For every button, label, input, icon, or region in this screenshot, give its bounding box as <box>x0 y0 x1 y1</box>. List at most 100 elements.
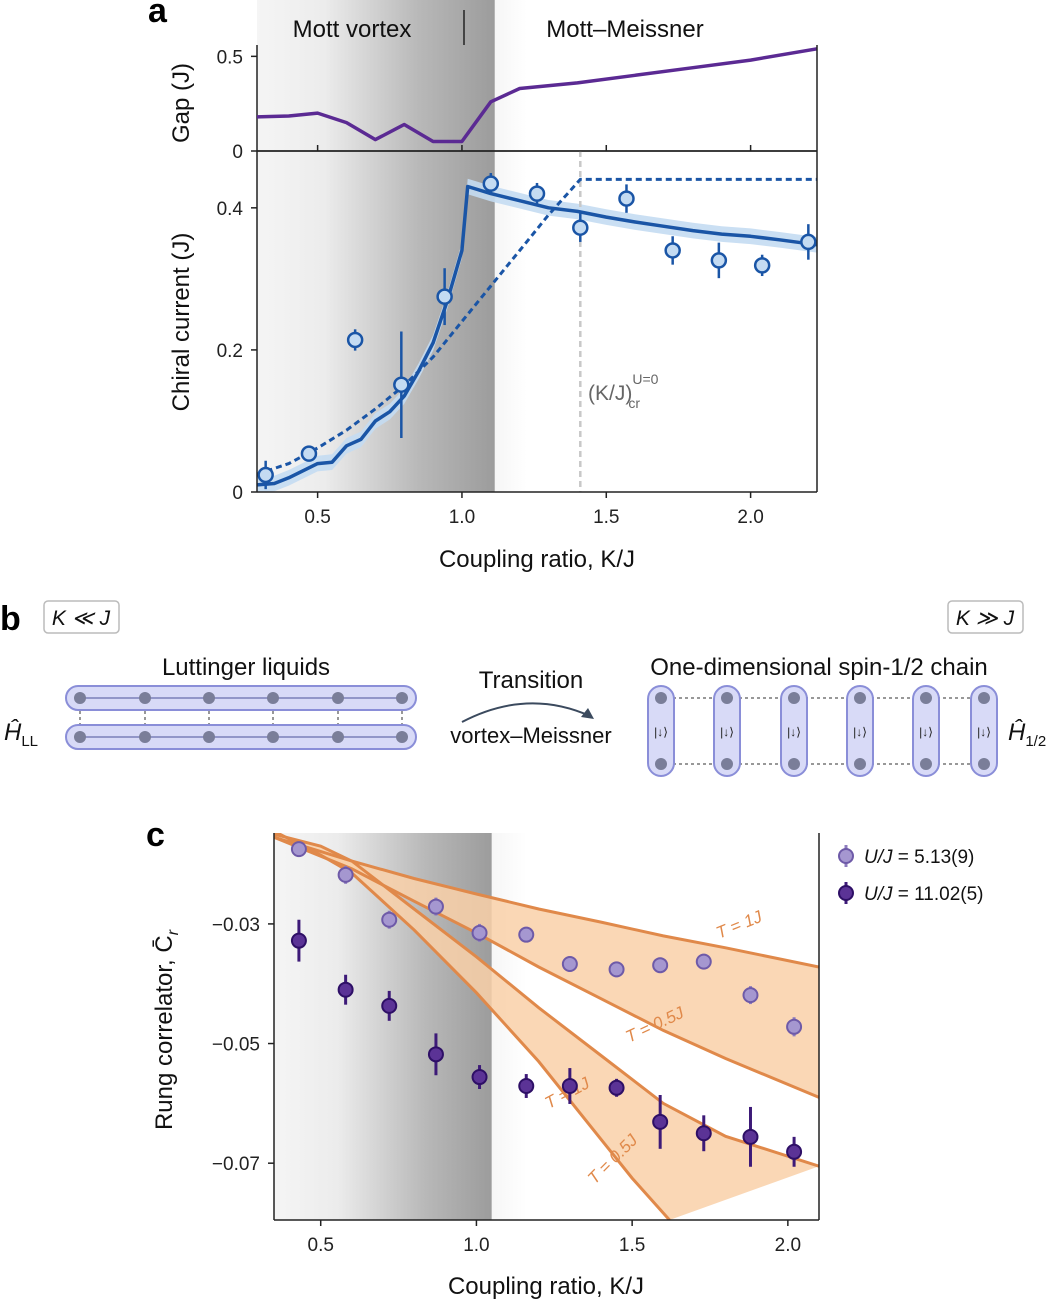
rung-point <box>561 955 578 972</box>
lattice-site <box>139 692 151 704</box>
c-ylabel: Rung correlator, C̄r <box>151 929 182 1130</box>
temperature-curve <box>274 835 819 1099</box>
chiral-point <box>482 175 500 192</box>
c-x-tick-label: 1.5 <box>619 1235 645 1256</box>
legend-label-1: U/J = 5.13(9) <box>864 847 974 868</box>
reference-line <box>256 177 817 476</box>
chiral-point <box>393 376 410 393</box>
c-xlabel: Coupling ratio, K/J <box>448 1273 644 1300</box>
temperature-curve <box>274 835 819 969</box>
rung-point <box>561 1078 578 1095</box>
chiral-point <box>436 288 453 305</box>
legend-marker-1 <box>838 848 854 864</box>
lattice-site <box>267 692 279 704</box>
rung-point <box>337 981 354 998</box>
lattice-site <box>788 692 800 704</box>
transition-arrow <box>461 702 591 723</box>
chiral-x-tick-label: 0.5 <box>304 507 330 528</box>
chiral-point <box>710 252 728 269</box>
k-large-box <box>947 600 1024 634</box>
gap-y-tick-label: 0.5 <box>217 47 243 68</box>
chiral-y-tick-label: 0.2 <box>217 341 243 362</box>
temperature-band-high-u <box>274 833 819 1220</box>
c-x-tick-label: 2.0 <box>775 1235 801 1256</box>
rung-point <box>290 932 307 949</box>
chiral-point <box>300 445 318 462</box>
lattice-site <box>721 758 733 770</box>
lattice-site <box>854 692 866 704</box>
c-y-tick-label: −0.07 <box>212 1154 260 1175</box>
gap-ylabel: Gap (J) <box>168 63 195 143</box>
rung-box <box>846 685 874 777</box>
lattice-site <box>332 731 344 743</box>
spin-state-label: |↓⟩ <box>720 725 734 739</box>
rung-point <box>742 1128 759 1145</box>
rung-box <box>780 685 808 777</box>
temperature-curve <box>274 833 671 1220</box>
gap-y-tick-label: 0 <box>232 142 243 163</box>
chiral-x-tick-label: 2.0 <box>737 507 763 528</box>
lattice-site <box>920 692 932 704</box>
chiral-ylabel: Chiral current (J) <box>168 233 195 412</box>
lattice-site <box>396 692 408 704</box>
chiral-point <box>664 242 681 259</box>
rung-box <box>713 685 741 777</box>
spin-state-label: |↓⟩ <box>977 725 991 739</box>
chiral-point <box>257 466 274 484</box>
theory-line <box>256 184 818 487</box>
c-y-tick-label: −0.05 <box>212 1035 260 1056</box>
lattice-site <box>203 731 215 743</box>
chiral-point <box>618 190 635 207</box>
lattice-site <box>978 758 990 770</box>
chiral-point <box>346 331 364 349</box>
a-xlabel: Coupling ratio, K/J <box>439 546 635 573</box>
spin-state-label: |↓⟩ <box>787 725 801 739</box>
rung-box <box>970 685 998 777</box>
hamiltonian-ll: ĤLL <box>4 719 38 750</box>
lattice-site <box>978 692 990 704</box>
rung-point <box>471 1069 488 1086</box>
lattice-site <box>854 758 866 770</box>
rung-point <box>337 866 354 883</box>
legend-label-2: U/J = 11.02(5) <box>864 884 984 905</box>
luttinger-title: Luttinger liquids <box>162 654 330 681</box>
rung-point <box>786 1143 803 1160</box>
chiral-point <box>800 233 817 251</box>
rung-point <box>742 987 759 1004</box>
rung-point <box>608 961 625 978</box>
panel-a: 0 0.5 0 0.2 0.4 0.5 1.0 1.5 2.0 Mott vortex Mot… <box>168 0 818 573</box>
theory-band <box>257 178 817 493</box>
chiral-point <box>528 185 546 202</box>
spin-chain-title: One-dimensional spin-1/2 chain <box>650 654 988 681</box>
rung-point <box>518 926 535 943</box>
lattice-site <box>203 692 215 704</box>
k-small-label: K ≪ J <box>52 607 111 630</box>
lattice-site <box>267 731 279 743</box>
rung-box <box>912 685 940 777</box>
panel-b: K ≪ J K ≫ J Luttinger liquids One-dimens… <box>4 600 1046 777</box>
lattice-site <box>139 731 151 743</box>
legend-marker-2 <box>838 885 854 901</box>
k-small-box <box>43 600 120 634</box>
rung-point <box>608 1079 625 1096</box>
lattice-site <box>788 758 800 770</box>
rung-point <box>471 924 488 941</box>
hamiltonian-half: Ĥ1/2 <box>1008 719 1046 750</box>
rung-point <box>381 997 398 1014</box>
panel-c-label: c <box>146 816 165 854</box>
spin-state-label: |↓⟩ <box>654 725 668 739</box>
rung-point <box>290 841 307 858</box>
lattice-site <box>721 692 733 704</box>
lattice-site <box>396 731 408 743</box>
legend: U/J = 5.13(9) U/J = 11.02(5) <box>838 845 984 905</box>
temperature-curve-label: T = 1J <box>713 907 765 943</box>
rung-point <box>695 953 712 970</box>
critical-ratio-label: (K/J)U=0 cr <box>588 371 659 411</box>
chiral-current-plot: 0 0.2 0.4 0.5 1.0 1.5 2.0 <box>217 45 818 528</box>
lattice-site <box>920 758 932 770</box>
c-x-tick-label: 0.5 <box>308 1235 334 1256</box>
spin-chain-ladder: |↓⟩ |↓⟩ |↓⟩ |↓⟩ |↓⟩ |↓⟩ <box>647 685 998 777</box>
chiral-point <box>753 257 771 274</box>
c-x-tick-label: 1.0 <box>463 1235 489 1256</box>
